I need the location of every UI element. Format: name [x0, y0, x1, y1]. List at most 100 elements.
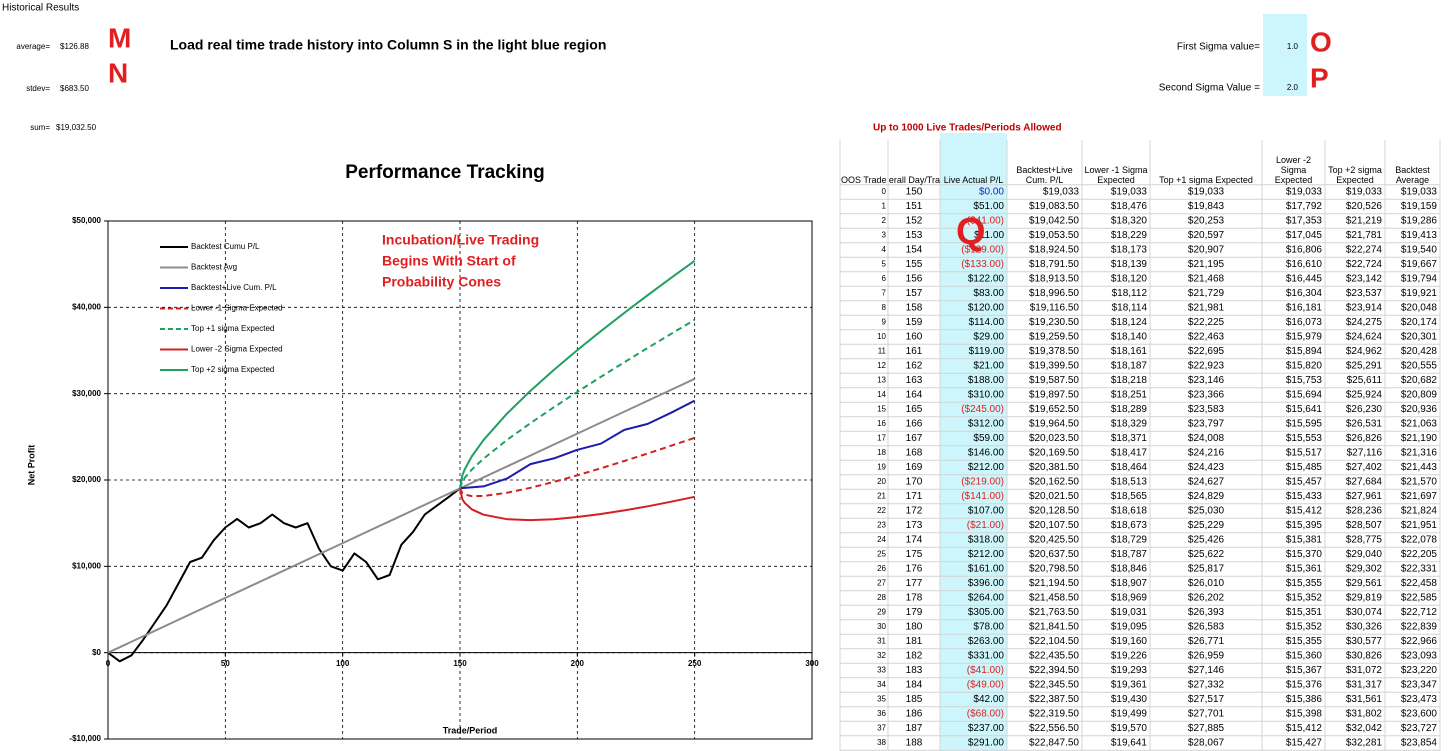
sigma-input-box	[1263, 14, 1307, 96]
column-header: Top +2 sigma Expected	[1328, 165, 1382, 185]
table-cell: 25	[877, 550, 886, 559]
x-tick-label: 100	[336, 659, 350, 668]
table-cell: $15,355	[1286, 578, 1323, 589]
table-cell: $21,316	[1401, 448, 1438, 459]
table-cell: $18,329	[1111, 419, 1148, 430]
table-cell: 34	[877, 680, 886, 689]
table-cell: $27,684	[1346, 477, 1383, 488]
table-cell: $29,302	[1346, 564, 1383, 575]
table-cell: 169	[906, 462, 923, 473]
table-cell: $18,417	[1111, 448, 1148, 459]
table-cell: $19,641	[1111, 738, 1148, 749]
table-cell: 37	[877, 724, 886, 733]
annotation: Probability Cones	[382, 274, 501, 290]
table-cell: $27,402	[1346, 462, 1383, 473]
x-tick-label: 200	[571, 659, 585, 668]
table-cell: $21,468	[1188, 274, 1225, 285]
table-cell: 165	[906, 404, 923, 415]
stat-value: $19,032.50	[56, 123, 97, 132]
table-cell: $237.00	[968, 723, 1005, 734]
table-cell: $21,458.50	[1029, 593, 1079, 604]
column-header: Top +1 sigma Expected	[1159, 175, 1253, 185]
table-cell: 156	[906, 274, 923, 285]
series-line	[459, 399, 696, 490]
table-cell: $19,033	[1043, 187, 1080, 198]
column-header: erall Day/Tra	[888, 175, 940, 185]
table-cell: $291.00	[968, 738, 1005, 749]
table-cell: $19,667	[1401, 259, 1438, 270]
table-cell: $21,063	[1401, 419, 1438, 430]
table-cell: $18,565	[1111, 491, 1148, 502]
table-cell: $19,293	[1111, 665, 1148, 676]
table-cell: 172	[906, 506, 923, 517]
instruction: Load real time trade history into Column…	[170, 37, 606, 53]
table-cell: 3	[882, 231, 887, 240]
table-cell: $25,622	[1188, 549, 1225, 560]
table-cell: $19,652.50	[1029, 404, 1079, 415]
legend-label: Backtest+Live Cum. P/L	[191, 283, 277, 292]
table-cell: $26,393	[1188, 607, 1225, 618]
table-cell: $20,425.50	[1029, 535, 1079, 546]
table-cell: 33	[877, 666, 886, 675]
table-cell: 18	[877, 448, 886, 457]
table-cell: $78.00	[973, 622, 1004, 633]
table-cell: $15,395	[1286, 520, 1323, 531]
table-cell: $27,517	[1188, 694, 1225, 705]
table-cell: $22,966	[1401, 636, 1438, 647]
table-cell: $19,095	[1111, 622, 1148, 633]
table-cell: $23,473	[1401, 694, 1438, 705]
table-cell: $15,457	[1286, 477, 1323, 488]
table-cell: $22,319.50	[1029, 709, 1079, 720]
legend-label: Backtest Cumu P/L	[191, 242, 260, 251]
table-cell: $19,033	[1188, 187, 1225, 198]
table-cell: $51.00	[973, 201, 1004, 212]
table-cell: $16,181	[1286, 303, 1323, 314]
note: Up to 1000 Live Trades/Periods Allowed	[873, 123, 1062, 134]
table-cell: $19,230.50	[1029, 317, 1079, 328]
legend-label: Backtest Avg	[191, 263, 237, 272]
table-cell: $20,597	[1188, 230, 1225, 241]
y-tick-label: $50,000	[72, 216, 101, 225]
table-cell: 179	[906, 607, 923, 618]
table-cell: 9	[882, 318, 887, 327]
table-cell: $25,291	[1346, 361, 1383, 372]
table-cell: $18,729	[1111, 535, 1148, 546]
table-cell: 188	[906, 738, 923, 749]
table-cell: $21,781	[1346, 230, 1383, 241]
table-cell: $19,053.50	[1029, 230, 1079, 241]
table-cell: $22,331	[1401, 564, 1438, 575]
table-cell: 28	[877, 593, 886, 602]
series-line	[459, 488, 695, 522]
table-cell: $25,924	[1346, 390, 1383, 401]
table-cell: $19,159	[1401, 201, 1438, 212]
table-cell: $22,225	[1188, 317, 1225, 328]
table-cell: 30	[877, 622, 886, 631]
table-cell: 173	[906, 520, 923, 531]
y-axis-label: Net Profit	[26, 445, 36, 486]
table-cell: $18,996.50	[1029, 288, 1079, 299]
sigma-value: 2.0	[1287, 83, 1299, 92]
table-cell: $26,202	[1188, 593, 1225, 604]
table-cell: $396.00	[968, 578, 1005, 589]
table-cell: 24	[877, 535, 886, 544]
x-tick-label: 250	[688, 659, 702, 668]
table-cell: $120.00	[968, 303, 1005, 314]
stat-value: $126.88	[60, 42, 89, 51]
table-cell: $15,376	[1286, 680, 1323, 691]
table-cell: 150	[906, 187, 923, 198]
table-cell: $29,819	[1346, 593, 1383, 604]
table-cell: $26,583	[1188, 622, 1225, 633]
table-cell: $30,577	[1346, 636, 1383, 647]
table-cell: 161	[906, 346, 923, 357]
table-cell: ($141.00)	[961, 491, 1004, 502]
table-cell: $23,914	[1346, 303, 1383, 314]
table-cell: $21,981	[1188, 303, 1225, 314]
table-cell: $19,160	[1111, 636, 1148, 647]
y-tick-label: $10,000	[72, 561, 101, 570]
table-cell: 159	[906, 317, 923, 328]
x-tick-label: 50	[221, 659, 230, 668]
table-cell: $23,142	[1346, 274, 1383, 285]
table-cell: $18,114	[1112, 303, 1148, 314]
table-cell: ($129.00)	[961, 245, 1004, 256]
